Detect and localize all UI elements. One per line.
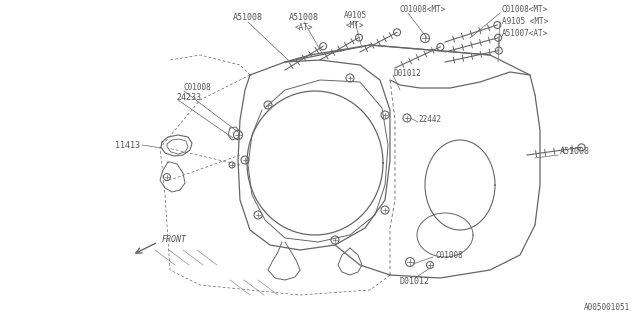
Text: C01008<MT>: C01008<MT>	[400, 5, 446, 14]
Text: 22442: 22442	[418, 116, 441, 124]
Text: C01008<MT>: C01008<MT>	[502, 5, 548, 14]
Text: A51008: A51008	[233, 13, 263, 22]
Text: A51008: A51008	[560, 148, 590, 156]
Text: A005001051: A005001051	[584, 303, 630, 312]
Text: A9105: A9105	[344, 12, 367, 20]
Text: D01012: D01012	[393, 68, 420, 77]
Text: C01008: C01008	[435, 251, 463, 260]
Text: 11413: 11413	[115, 140, 140, 149]
Text: A51007<AT>: A51007<AT>	[502, 29, 548, 38]
Text: D01012: D01012	[400, 277, 430, 286]
Text: C01008: C01008	[183, 84, 211, 92]
Text: 24233: 24233	[176, 93, 201, 102]
Text: <MT>: <MT>	[346, 20, 364, 29]
Text: FRONT: FRONT	[162, 236, 187, 244]
Text: A51008: A51008	[289, 13, 319, 22]
Text: <AT>: <AT>	[295, 22, 313, 31]
Text: A9105 <MT>: A9105 <MT>	[502, 18, 548, 27]
